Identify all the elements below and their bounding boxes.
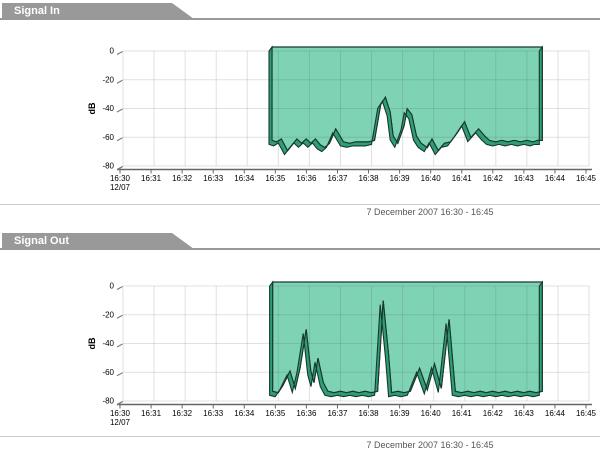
y-tick — [116, 108, 123, 113]
x-tick-label: 16:39 — [390, 174, 411, 183]
y-tick-label: -40 — [102, 339, 114, 348]
header-underline — [0, 248, 600, 250]
x-tick-label: 16:37 — [327, 174, 348, 183]
y-tick — [116, 79, 123, 84]
area-series-ribbon — [268, 45, 543, 156]
header-underline — [0, 18, 600, 20]
x-date-label: 12/07 — [110, 183, 131, 192]
y-tick — [116, 401, 123, 405]
area-series-ribbon — [269, 280, 543, 398]
x-tick-label: 16:39 — [390, 409, 411, 418]
section-divider — [0, 204, 600, 205]
y-tick-label: -60 — [102, 133, 114, 142]
x-tick-label: 16:33 — [203, 409, 224, 418]
section-title: Signal In — [14, 5, 60, 17]
y-tick — [116, 286, 123, 290]
x-tick-label: 16:45 — [576, 174, 597, 183]
x-tick-label: 16:42 — [483, 174, 504, 183]
y-tick-label: 0 — [110, 282, 115, 291]
chart-caption: 7 December 2007 16:30 - 16:45 — [366, 440, 494, 450]
x-tick-label: 16:42 — [483, 409, 504, 418]
x-tick-label: 16:43 — [514, 409, 535, 418]
x-tick-label: 16:36 — [296, 174, 317, 183]
x-tick-label: 16:37 — [327, 409, 348, 418]
x-tick-label: 16:31 — [141, 409, 162, 418]
y-tick-label: -80 — [102, 162, 114, 171]
y-tick — [116, 51, 123, 55]
x-tick-label: 16:31 — [141, 174, 162, 183]
section-title: Signal Out — [14, 235, 69, 247]
y-tick-label: 0 — [110, 47, 115, 56]
y-tick-label: -20 — [102, 75, 114, 84]
x-tick-label: 16:30 — [110, 409, 131, 418]
y-tick — [116, 372, 123, 377]
y-tick — [116, 166, 123, 170]
x-tick-label: 16:40 — [421, 409, 442, 418]
y-tick-label: -60 — [102, 368, 114, 377]
x-tick-label: 16:38 — [359, 409, 380, 418]
x-tick-label: 16:35 — [265, 174, 286, 183]
y-tick — [116, 314, 123, 319]
x-tick-label: 16:44 — [545, 409, 566, 418]
x-tick-label: 16:33 — [203, 174, 224, 183]
y-tick — [116, 343, 123, 348]
section-header-signal-out: Signal Out — [2, 233, 194, 249]
y-tick-label: -40 — [102, 104, 114, 113]
signal-out-chart: 16:30 16:31 16:32 16:33 16:34 16:35 16:36 16:37… — [87, 280, 597, 427]
x-tick-label: 16:41 — [452, 409, 473, 418]
x-tick-label: 16:30 — [110, 174, 131, 183]
signal-in-chart: 16:30 16:31 16:32 16:33 16:34 16:35 16:36 16:37… — [87, 45, 597, 192]
section-header-signal-in: Signal In — [2, 3, 194, 19]
x-tick-label: 16:40 — [421, 174, 442, 183]
x-tick-label: 16:34 — [234, 174, 255, 183]
y-tick-label: -20 — [102, 310, 114, 319]
x-tick-label: 16:45 — [576, 409, 597, 418]
x-date-label: 12/07 — [110, 418, 131, 427]
x-tick-label: 16:34 — [234, 409, 255, 418]
x-tick-label: 16:38 — [359, 174, 380, 183]
x-tick-label: 16:36 — [296, 409, 317, 418]
x-tick-label: 16:32 — [172, 174, 193, 183]
y-tick-label: -80 — [102, 397, 114, 406]
chart-caption: 7 December 2007 16:30 - 16:45 — [366, 207, 494, 217]
x-tick-label: 16:41 — [452, 174, 473, 183]
section-divider — [0, 436, 600, 437]
x-tick-label: 16:32 — [172, 409, 193, 418]
x-tick-label: 16:44 — [545, 174, 566, 183]
y-axis-title: dB — [87, 102, 97, 114]
area-series-back — [271, 46, 543, 152]
y-axis-title: dB — [87, 337, 97, 349]
x-tick-label: 16:43 — [514, 174, 535, 183]
y-tick — [116, 137, 123, 142]
x-tick-label: 16:35 — [265, 409, 286, 418]
